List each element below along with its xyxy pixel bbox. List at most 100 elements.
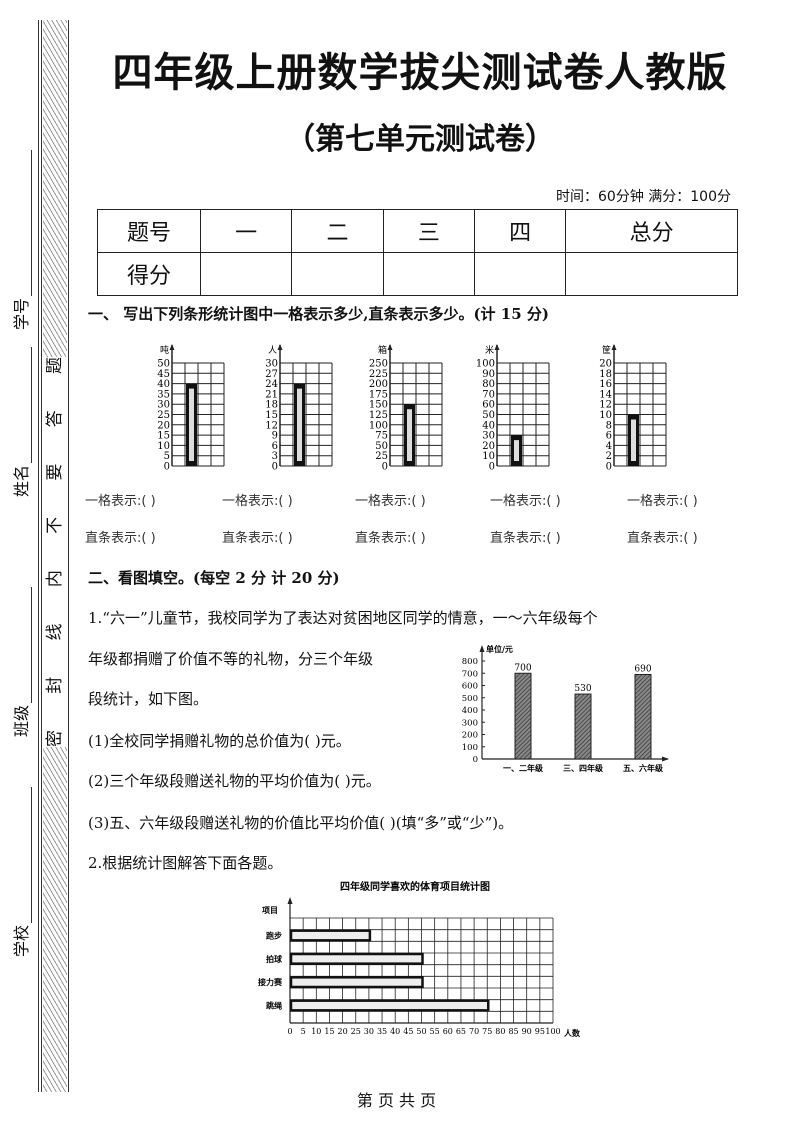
table-cell: 一 (199, 209, 293, 253)
score-cell[interactable] (291, 252, 384, 296)
tick-label: 300 (462, 718, 478, 728)
category-label: 接力赛 (258, 977, 283, 987)
tick-label: 600 (462, 682, 478, 692)
tick-label: 12 (599, 400, 612, 411)
axis-arrow (169, 344, 175, 350)
tick-label: 6 (606, 431, 612, 442)
section1-heading: 一、 写出下列条形统计图中一格表示多少,直条表示多少。(计 15 分) (88, 305, 549, 323)
cell-value-blank[interactable]: 一格表示:( ) (490, 494, 561, 509)
cell-value-blank[interactable]: 一格表示:( ) (355, 494, 426, 509)
bar-value-blank[interactable]: 直条表示:( ) (490, 531, 561, 546)
tick-label: 100 (369, 420, 388, 431)
tick-label: 50 (157, 359, 170, 370)
bar-value-blank[interactable]: 直条表示:( ) (627, 531, 698, 546)
tick-label: 45 (403, 1027, 413, 1036)
tick-label: 225 (369, 369, 388, 380)
tick-label: 200 (462, 731, 478, 741)
score-cell[interactable] (199, 252, 293, 296)
small-charts: 吨05101520253035404550人036912151821242730… (157, 344, 667, 473)
tick-label: 3 (272, 451, 278, 462)
tick-label: 0 (473, 755, 478, 765)
table-row: 题号 一 二 三 四 总分 (97, 209, 738, 253)
score-table: 题号 一 二 三 四 总分 得分 (97, 209, 738, 296)
question-text: 段统计，如下图。 (88, 690, 209, 708)
tick-label: 10 (482, 451, 495, 462)
tick-label: 30 (265, 359, 278, 370)
tick-label: 24 (265, 379, 278, 390)
school-field[interactable]: 学校 (8, 787, 32, 957)
exam-meta: 时间：60分钟 满分：100分 (556, 189, 731, 205)
axis-arrow (277, 344, 283, 350)
cell-value-blank[interactable]: 一格表示:( ) (627, 494, 698, 509)
tick-label: 25 (375, 451, 388, 462)
tick-label: 70 (482, 389, 495, 400)
tick-label: 50 (375, 441, 388, 452)
tick-label: 10 (311, 1027, 321, 1036)
tick-label: 40 (390, 1027, 400, 1036)
tick-label: 30 (364, 1027, 374, 1036)
tick-label: 18 (265, 400, 278, 411)
tick-label: 20 (338, 1027, 348, 1036)
cell-value-blank[interactable]: 一格表示:( ) (222, 494, 293, 509)
student-id-field[interactable]: 学号 (8, 150, 32, 330)
tick-label: 95 (535, 1027, 545, 1036)
bar (634, 673, 652, 760)
table-row: 得分 (97, 252, 738, 296)
tick-label: 125 (369, 410, 388, 421)
margin-line (38, 20, 39, 1092)
axis-arrow (387, 344, 393, 350)
tick-label: 27 (265, 369, 278, 380)
class-field[interactable]: 班级 (8, 587, 32, 737)
margin-line (68, 20, 69, 1092)
tick-label: 175 (369, 389, 388, 400)
tick-label: 15 (265, 410, 278, 421)
tick-label: 50 (482, 410, 495, 421)
bar-value-blank[interactable]: 直条表示:( ) (355, 531, 426, 546)
page-subtitle: （第七单元测试卷） (285, 122, 555, 157)
bar (289, 999, 490, 1012)
axis-arrow (611, 344, 617, 350)
tick-label: 6 (272, 441, 278, 452)
tick-label: 25 (351, 1027, 361, 1036)
table-cell: 二 (291, 209, 384, 253)
score-cell[interactable] (565, 252, 738, 296)
bar-texture (407, 409, 412, 461)
cell-value-blank[interactable]: 一格表示:( ) (85, 494, 156, 509)
axis-label: 项目 (262, 905, 278, 915)
tick-label: 70 (469, 1027, 479, 1036)
axis-unit-label: 吨 (160, 344, 169, 356)
axis-arrow (494, 344, 500, 350)
category-label: 五、六年级 (623, 763, 664, 773)
tick-label: 0 (272, 462, 278, 473)
tick-label: 35 (377, 1027, 387, 1036)
score-cell[interactable] (473, 252, 567, 296)
tick-label: 75 (482, 1027, 492, 1036)
category-label: 一、二年级 (503, 763, 544, 773)
section2-heading: 二、看图填空。(每空 2 分 计 20 分) (88, 569, 340, 587)
category-label: 跑步 (266, 931, 282, 941)
bar-value-blank[interactable]: 直条表示:( ) (85, 531, 156, 546)
page-footer: 第 页 共 页 (356, 1091, 437, 1110)
question-text: 年级都捐赠了价值不等的礼物，分三个年级 (88, 650, 374, 668)
margin-line (41, 20, 42, 1092)
tick-label: 15 (157, 431, 170, 442)
tick-label: 85 (508, 1027, 518, 1036)
tick-label: 20 (157, 420, 170, 431)
score-cell[interactable] (382, 252, 475, 296)
bar (514, 672, 532, 760)
bar-value-blank[interactable]: 直条表示:( ) (222, 531, 293, 546)
question-1-b: (2)三个年级段赠送礼物的平均价值为( )元。 (88, 772, 381, 790)
tick-label: 700 (462, 669, 478, 679)
data-label: 530 (574, 684, 591, 694)
question-1-c: (3)五、六年级段赠送礼物的价值比平均价值( )(填“多”或“少”)。 (88, 814, 514, 832)
tick-label: 80 (495, 1027, 505, 1036)
axis-arrow (662, 756, 669, 762)
chart-title: 四年级同学喜欢的体育项目统计图 (340, 880, 490, 893)
tick-label: 200 (369, 379, 388, 390)
tick-label: 65 (456, 1027, 466, 1036)
tick-label: 9 (272, 431, 278, 442)
tick-label: 5 (164, 451, 170, 462)
